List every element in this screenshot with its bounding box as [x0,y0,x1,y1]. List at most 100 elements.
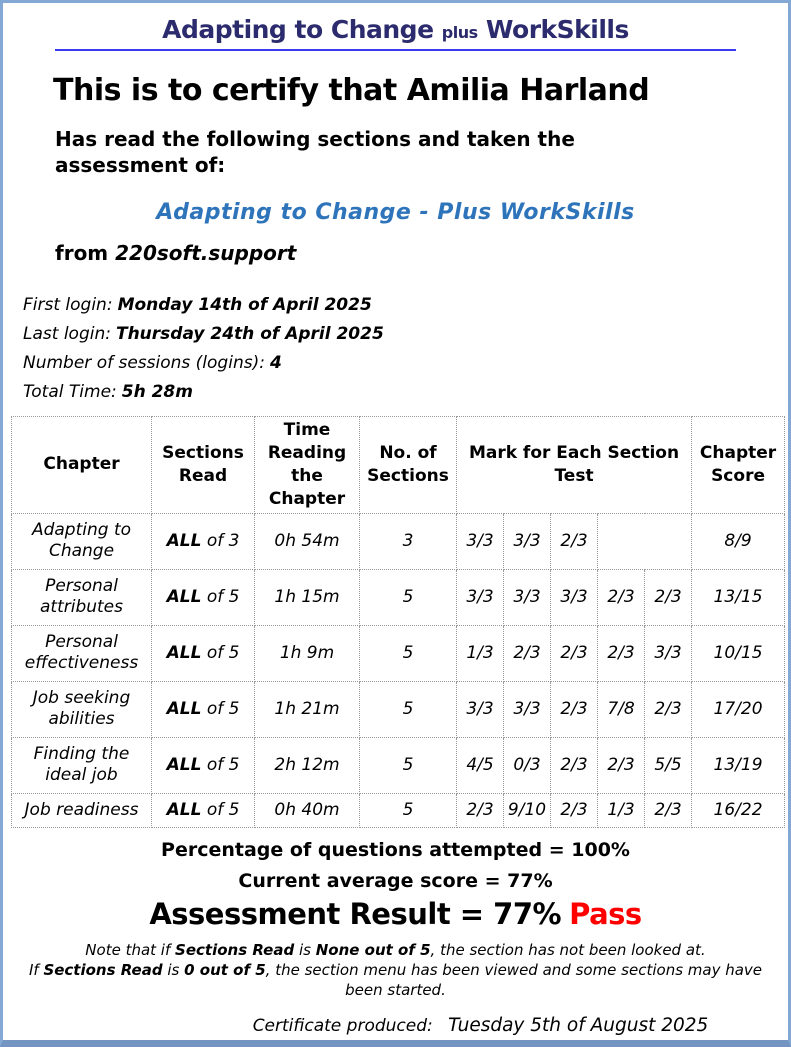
score-cell: 10/15 [691,624,786,682]
provider-name: 220soft.support [115,241,297,265]
mark-cell: 2/3 [597,736,645,794]
col-marks: Mark for Each Section Test [455,416,693,514]
sections-read-cell: ALL of 5 [151,624,255,682]
mark-cell: 3/3 [456,680,504,738]
course-title: Adapting to Change - Plus WorkSkills [156,200,635,225]
col-chapter-score: Chapter Score [691,416,786,514]
sections-read-cell: ALL of 5 [151,680,255,738]
header-divider [55,49,736,51]
note-line-2: If Sections Read is 0 out of 5, the sect… [28,961,763,1000]
col-sections-read: Sections Read [151,416,255,514]
average-score-line: Current average score = 77% [238,869,553,892]
table-row: Finding the ideal job ALL of 5 2h 12m 5 … [11,736,786,794]
sessions-label: Number of sessions (logins): [23,353,265,373]
score-cell: 16/22 [691,792,786,828]
mark-cell: 7/8 [597,680,645,738]
chapter-name: Finding the ideal job [11,736,152,794]
questions-attempted-line: Percentage of questions attempted = 100% [161,838,630,861]
mark-cell: 3/3 [550,568,598,626]
has-read-subheading: Has read the following sections and take… [55,127,575,177]
sections-all: ALL [166,698,202,719]
mark-cell: 5/5 [643,736,693,794]
brand-title-main: Adapting to Change [162,15,434,44]
produced-label: Certificate produced: [252,1015,433,1036]
provider-label: from [55,241,109,265]
col-chapter: Chapter [11,416,152,514]
certify-heading: This is to certify that Amilia Harland [53,73,650,108]
mark-cell: 2/3 [643,568,693,626]
certificate-produced-line: Certificate produced: Tuesday 5th of Aug… [173,1015,788,1036]
col-time-reading: Time Reading the Chapter [254,416,360,514]
time-cell: 1h 21m [254,680,360,738]
mark-cell: 3/3 [456,568,504,626]
brand-title: Adapting to Change plus WorkSkills [3,15,788,44]
mark-cell: 3/3 [503,568,551,626]
score-cell: 8/9 [691,512,786,570]
mark-empty-cell [596,512,693,570]
sections-all: ALL [166,642,202,663]
login-info: First login: Monday 14th of April 2025 La… [23,291,788,407]
mark-cell: 2/3 [503,624,551,682]
sessions-value: 4 [269,353,282,373]
score-cell: 13/15 [691,568,786,626]
mark-cell: 2/3 [597,568,645,626]
mark-cell: 2/3 [643,680,693,738]
mark-cell: 2/3 [550,624,598,682]
score-cell: 17/20 [691,680,786,738]
mark-cell: 2/3 [550,736,598,794]
mark-cell: 3/3 [456,512,504,570]
mark-cell: 3/3 [503,680,551,738]
num-sections-cell: 5 [359,736,457,794]
col-no-of-sections: No. of Sections [359,416,457,514]
mark-cell: 3/3 [503,512,551,570]
mark-cell: 9/10 [503,792,551,828]
mark-cell: 2/3 [550,680,598,738]
brand-title-plus: plus [441,23,478,42]
first-login-label: First login: [23,295,113,315]
sections-all: ALL [166,586,202,607]
mark-cell: 4/5 [456,736,504,794]
sections-read-cell: ALL of 5 [151,736,255,794]
first-login-row: First login: Monday 14th of April 2025 [23,291,788,320]
mark-cell: 1/3 [597,792,645,828]
sections-all: ALL [166,754,202,775]
num-sections-cell: 5 [359,792,457,828]
pass-status: Pass [569,896,642,931]
time-cell: 1h 15m [254,568,360,626]
chapter-name: Personal attributes [11,568,152,626]
num-sections-cell: 5 [359,624,457,682]
mark-cell: 2/3 [597,624,645,682]
mark-cell: 1/3 [456,624,504,682]
note-line-1: Note that if Sections Read is None out o… [85,940,706,959]
sections-all: ALL [166,530,202,551]
produced-date: Tuesday 5th of August 2025 [448,1014,709,1036]
chapter-name: Personal effectiveness [11,624,152,682]
num-sections-cell: 5 [359,680,457,738]
assessment-result-text: Assessment Result = 77% [149,896,562,931]
sections-of: of 5 [206,754,240,775]
sections-of: of 3 [206,530,240,551]
sections-all: ALL [166,799,202,820]
table-row: Job seeking abilities ALL of 5 1h 21m 5 … [11,680,786,738]
brand-title-suffix: WorkSkills [485,15,630,44]
time-cell: 0h 54m [254,512,360,570]
chapter-name: Adapting to Change [11,512,152,570]
results-table: Chapter Sections Read Time Reading the C… [11,416,786,828]
chapter-name: Job seeking abilities [11,680,152,738]
table-row: Personal attributes ALL of 5 1h 15m 5 3/… [11,568,786,626]
total-time-value: 5h 28m [121,382,193,402]
last-login-row: Last login: Thursday 24th of April 2025 [23,320,788,349]
last-login-label: Last login: [23,324,111,344]
mark-cell: 2/3 [456,792,504,828]
mark-cell: 0/3 [503,736,551,794]
table-header-row: Chapter Sections Read Time Reading the C… [11,416,786,514]
score-cell: 13/19 [691,736,786,794]
table-row: Personal effectiveness ALL of 5 1h 9m 5 … [11,624,786,682]
mark-cell: 2/3 [550,512,598,570]
table-row: Adapting to Change ALL of 3 0h 54m 3 3/3… [11,512,786,570]
first-login-value: Monday 14th of April 2025 [117,295,372,315]
assessment-result-line: Assessment Result = 77% Pass [3,897,788,931]
sections-of: of 5 [206,799,240,820]
sections-of: of 5 [206,642,240,663]
